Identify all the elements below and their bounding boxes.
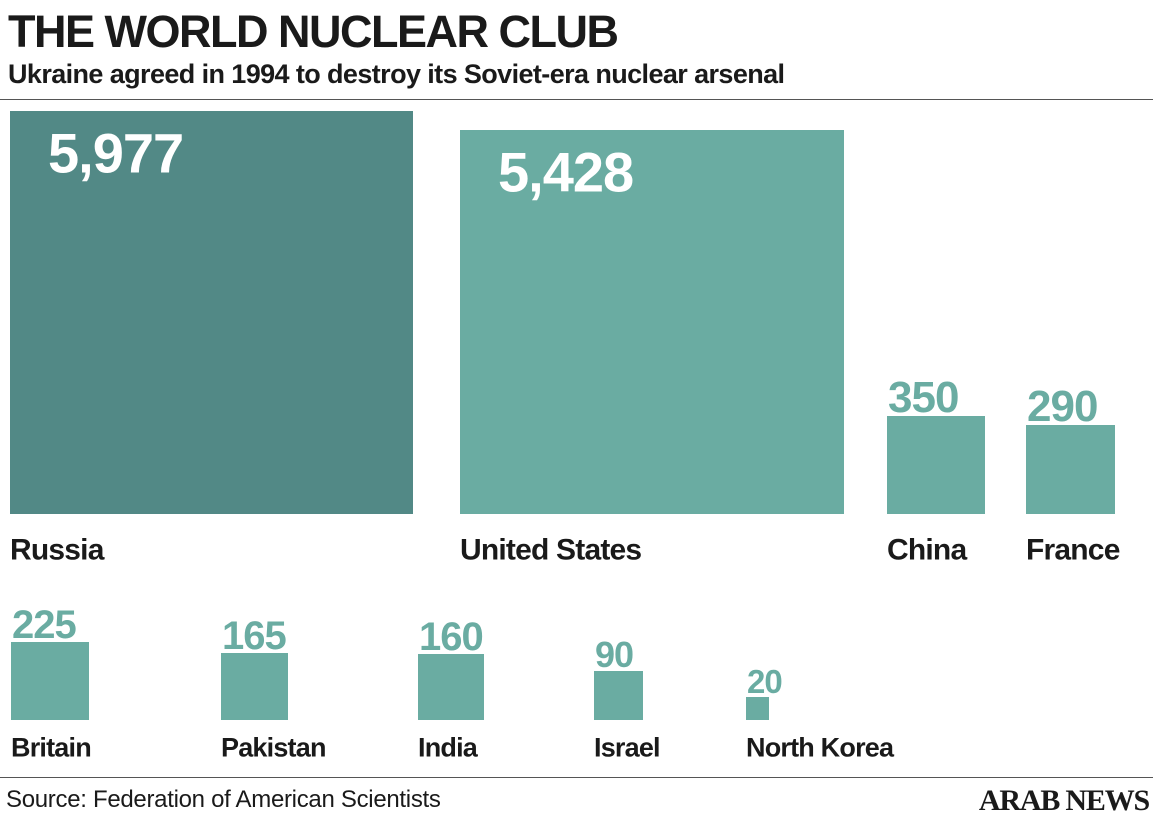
top-divider <box>0 99 1153 100</box>
bar-north-korea <box>746 697 769 720</box>
bottom-divider <box>0 777 1153 778</box>
chart-title: THE WORLD NUCLEAR CLUB <box>8 6 619 57</box>
category-label-britain: Britain <box>11 732 91 762</box>
bar-india <box>418 654 484 720</box>
category-label-france: France <box>1026 533 1120 566</box>
value-label-north-korea: 20 <box>747 663 782 700</box>
value-label-russia: 5,977 <box>48 122 183 185</box>
value-label-britain: 225 <box>12 603 76 647</box>
chart-subtitle: Ukraine agreed in 1994 to destroy its So… <box>8 59 785 89</box>
bar-china <box>887 416 985 514</box>
category-label-united-states: United States <box>460 533 641 566</box>
bar-pakistan <box>221 653 288 720</box>
category-label-russia: Russia <box>10 533 105 566</box>
value-label-india: 160 <box>419 615 483 659</box>
bar-france <box>1026 425 1115 514</box>
value-label-china: 350 <box>888 373 958 422</box>
category-label-north-korea: North Korea <box>746 732 895 762</box>
value-label-pakistan: 165 <box>222 614 286 658</box>
value-label-france: 290 <box>1027 382 1097 431</box>
bar-united-states <box>460 130 844 514</box>
category-label-pakistan: Pakistan <box>221 732 326 762</box>
source-note: Source: Federation of American Scientist… <box>6 786 441 813</box>
value-label-united-states: 5,428 <box>498 141 633 204</box>
category-label-israel: Israel <box>594 732 660 762</box>
category-label-china: China <box>887 533 967 566</box>
value-label-israel: 90 <box>595 634 633 675</box>
publisher-logo: ARAB NEWS <box>978 784 1150 817</box>
bar-russia <box>10 111 413 514</box>
bar-israel <box>594 671 643 720</box>
category-label-india: India <box>418 732 479 762</box>
bar-britain <box>11 642 89 720</box>
